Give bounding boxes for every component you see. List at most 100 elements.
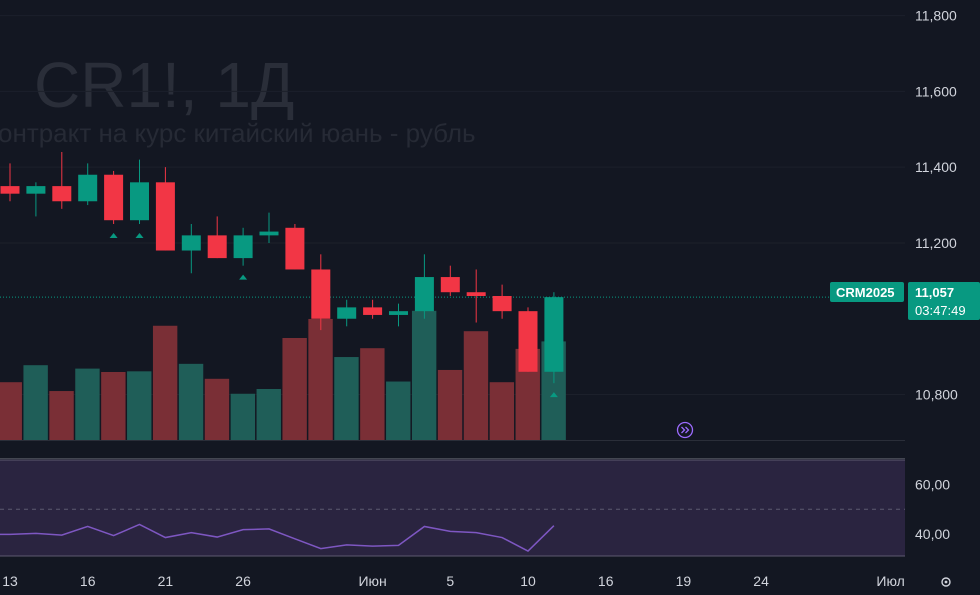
candle-body [259, 231, 279, 236]
candle-body [233, 235, 253, 259]
bar-countdown-text: 03:47:49 [915, 303, 966, 318]
candle-body [311, 269, 331, 319]
rsi-axis[interactable]: 60,00 40,00 [915, 477, 950, 542]
candle-body [207, 235, 227, 259]
price-tick-label: 11,200 [915, 235, 957, 251]
volume-bar [127, 371, 152, 440]
time-tick-label: 5 [446, 573, 454, 589]
volume-bar [489, 382, 515, 440]
time-tick-label: 21 [158, 573, 174, 589]
candle[interactable] [130, 159, 149, 224]
volume-bar [334, 357, 359, 440]
rsi-tick-label: 60,00 [915, 477, 950, 493]
volume-bar [256, 389, 281, 440]
up-arrow-marker [135, 233, 144, 238]
candle-body [518, 311, 538, 372]
ticker-badge [830, 282, 904, 302]
rsi-line [0, 523, 555, 552]
rsi-pane[interactable] [0, 459, 905, 557]
candle-body [130, 182, 149, 221]
time-tick-label: 24 [753, 573, 769, 589]
price-tick-label: 11,800 [915, 8, 957, 24]
volume-bar [178, 363, 204, 440]
candle[interactable] [311, 254, 331, 331]
time-tick-label: 16 [80, 573, 96, 589]
up-arrow-marker [549, 392, 558, 398]
gear-icon-center [944, 580, 948, 584]
candle-body [363, 307, 383, 315]
candle[interactable] [207, 216, 227, 259]
volume-bar [230, 393, 256, 440]
volume-bar [411, 310, 437, 440]
candle[interactable] [440, 265, 460, 296]
time-tick-label: 13 [2, 573, 18, 589]
time-axis[interactable]: 13 16 21 26 Июн 5 10 16 19 24 Июл [2, 573, 905, 589]
time-tick-label: Июн [358, 573, 386, 589]
time-tick-label: 26 [235, 573, 251, 589]
settings-button[interactable] [941, 577, 951, 587]
candle[interactable] [155, 167, 175, 251]
volume-bar [101, 372, 126, 440]
candle-body [26, 186, 46, 194]
candle-body [440, 277, 460, 293]
price-axis[interactable]: 11,800 11,600 11,400 11,200 10,800 [915, 8, 958, 403]
go-to-realtime-button[interactable] [676, 421, 694, 439]
candle[interactable] [492, 284, 512, 319]
candle-body [0, 186, 20, 194]
candle[interactable] [181, 224, 201, 274]
signal-markers [109, 233, 558, 398]
candle[interactable] [518, 307, 538, 372]
volume-bar [204, 378, 230, 440]
candle[interactable] [285, 224, 305, 270]
candle[interactable] [26, 182, 46, 217]
volume-bar [308, 318, 333, 440]
price-tick-label: 11,600 [915, 83, 957, 99]
candle[interactable] [52, 152, 72, 209]
candle-body [389, 311, 408, 315]
double-chevron-right-glyph [681, 426, 690, 434]
watermark-description: онтракт на курс китайский юань - рубль [0, 118, 476, 148]
candle-body [285, 227, 305, 270]
volume-bar [49, 391, 74, 440]
volume-bar [152, 325, 178, 440]
time-tick-label: 10 [520, 573, 536, 589]
candle[interactable] [337, 299, 357, 327]
candle[interactable] [466, 269, 486, 323]
candle[interactable] [104, 170, 124, 224]
time-tick-label: 16 [598, 573, 614, 589]
candle-body [466, 292, 486, 296]
candle[interactable] [389, 303, 408, 327]
volume-bar [463, 331, 489, 440]
candle-body [181, 235, 201, 251]
candle-body [104, 174, 124, 221]
candle[interactable] [414, 254, 434, 319]
volume-bars [0, 310, 566, 440]
time-tick-label: 19 [676, 573, 692, 589]
volume-bar [23, 365, 48, 440]
candle[interactable] [363, 299, 383, 319]
price-tick-label: 11,400 [915, 159, 957, 175]
candle-body [544, 297, 564, 372]
candles[interactable] [0, 152, 564, 384]
candle[interactable] [78, 163, 98, 206]
watermark-symbol: CR1!, 1Д [34, 49, 294, 121]
up-arrow-marker [109, 233, 118, 238]
candle[interactable] [544, 292, 564, 384]
gear-icon[interactable] [941, 577, 951, 587]
candle[interactable] [259, 212, 279, 243]
volume-bar [360, 348, 385, 440]
ticker-badge-text: CRM2025 [836, 285, 895, 300]
candle[interactable] [0, 163, 20, 202]
volume-bar [75, 368, 100, 440]
volume-bar [282, 338, 307, 440]
price-badge: CRM2025 11,057 03:47:49 [830, 282, 980, 320]
candle[interactable] [233, 227, 253, 266]
candle-body [414, 277, 434, 312]
rsi-tick-label: 40,00 [915, 526, 950, 542]
volume-bar [0, 382, 22, 440]
up-arrow-marker [239, 274, 248, 280]
symbol-watermark: CR1!, 1Д онтракт на курс китайский юань … [0, 49, 476, 148]
candle-body [78, 174, 98, 202]
candle-body [337, 307, 357, 319]
